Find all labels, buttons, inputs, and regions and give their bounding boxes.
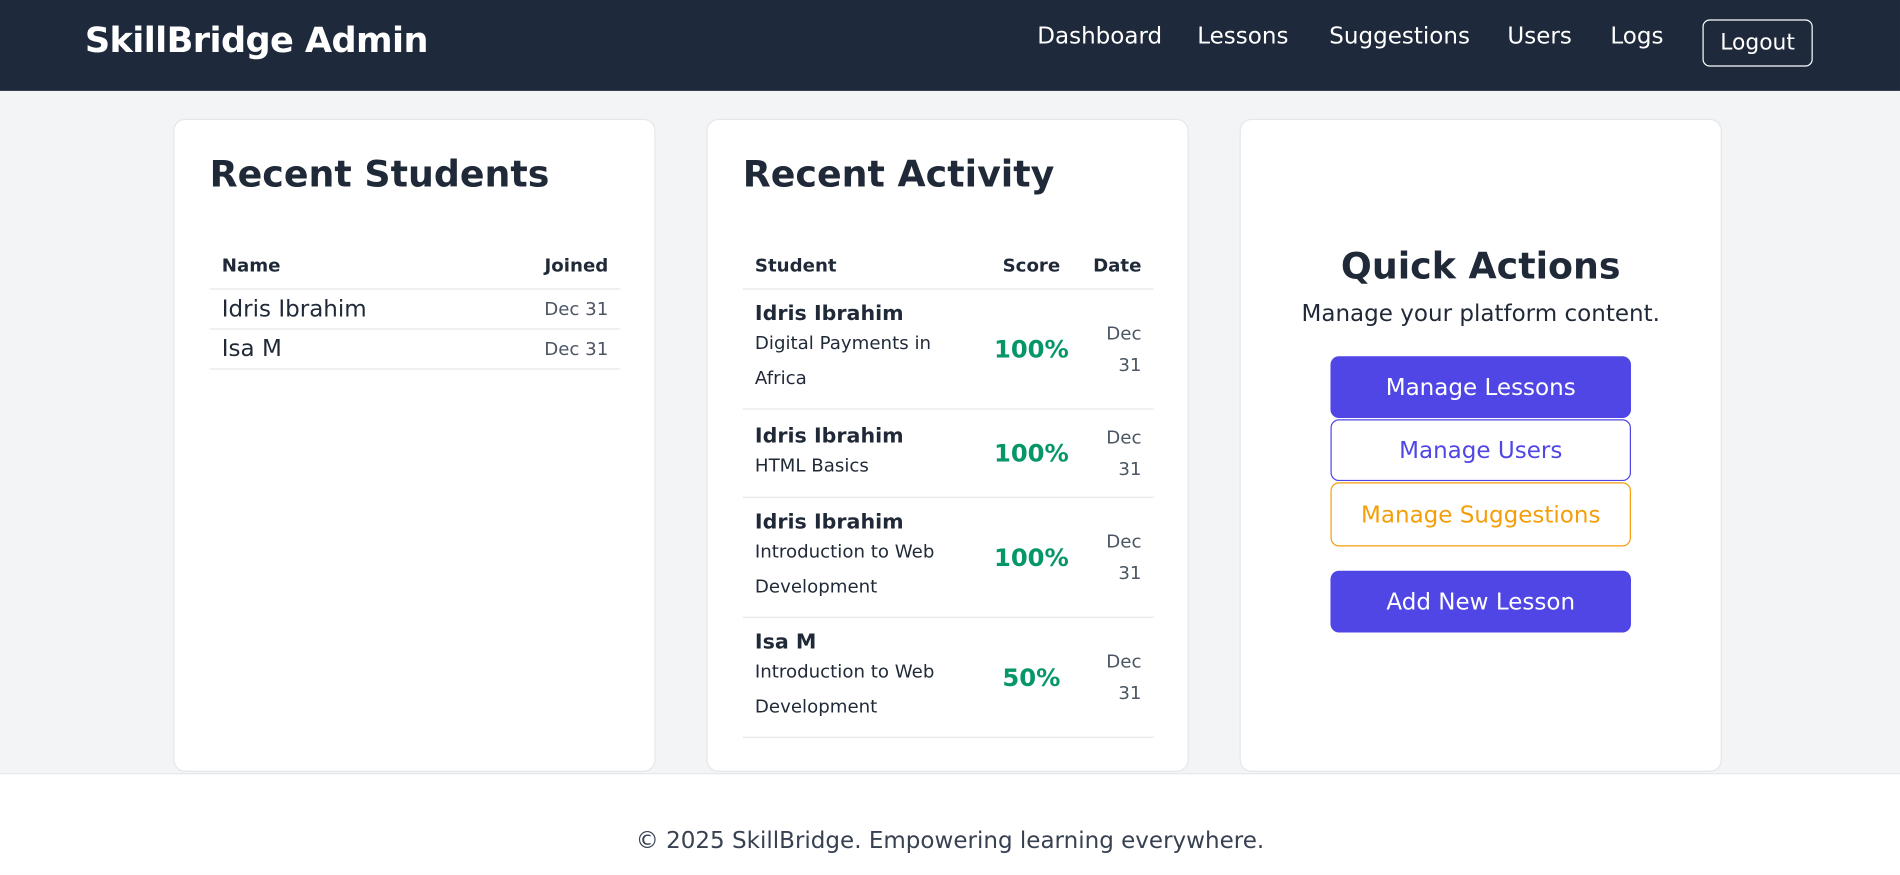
student-cell: Idris Ibrahim Introduction to Web Develop… [742, 497, 982, 618]
activity-row: Idris Ibrahim Digital Payments in Africa 1… [742, 288, 1154, 410]
action-button[interactable]: Manage Suggestions [1330, 482, 1631, 547]
students-card: Recent Students Name Joined Idris Ibrahim… [173, 118, 656, 772]
col-header: Name [209, 241, 480, 290]
score: 100% [981, 497, 1081, 618]
activity-row: Idris Ibrahim HTML Basics 100% Dec 31 [742, 408, 1154, 499]
activity-card: Recent Activity Student Score Date Idris I… [706, 118, 1189, 772]
lesson-name: HTML Basics [754, 453, 869, 476]
action-button[interactable]: Manage Users [1330, 419, 1631, 482]
logout-button[interactable]: Logout [1702, 19, 1813, 67]
joined-date: Dec 31 [479, 288, 621, 330]
nav-link[interactable]: Logs [1610, 23, 1664, 50]
date: Dec 31 [1080, 408, 1154, 499]
date: Dec 31 [1080, 617, 1154, 738]
student-row: Isa M Dec 31 [209, 328, 621, 370]
score: 100% [981, 408, 1081, 499]
lesson-name: Introduction to Web Development [754, 540, 935, 598]
score: 100% [981, 288, 1081, 410]
nav-link[interactable]: Suggestions [1329, 23, 1470, 50]
score: 50% [981, 617, 1081, 738]
activity-row: Idris Ibrahim Introduction to Web Develop… [742, 497, 1154, 618]
nav-link[interactable]: Dashboard [1037, 23, 1163, 50]
student-name: Idris Ibrahim [754, 301, 904, 326]
joined-date: Dec 31 [479, 328, 621, 370]
col-header: Student [742, 241, 982, 290]
card-title: Quick Actions [1340, 245, 1621, 289]
header: SkillBridge Admin Dashboard Lessons Sugg… [0, 0, 1900, 91]
card-title: Recent Activity [742, 153, 1055, 197]
student-cell: Isa M Introduction to Web Development [742, 617, 982, 738]
col-header: Joined [479, 241, 621, 290]
student-name: Idris Ibrahim [754, 423, 904, 448]
action-button[interactable]: Add New Lesson [1330, 570, 1631, 633]
footer-text: © 2025 SkillBridge. Empowering learning … [635, 827, 1265, 855]
quick-actions-card: Quick Actions Manage your platform conte… [1239, 118, 1722, 772]
col-header: Score [981, 241, 1081, 290]
student-name: Isa M [209, 328, 480, 370]
nav-link[interactable]: Lessons [1197, 23, 1289, 50]
footer: © 2025 SkillBridge. Empowering learning … [0, 773, 1900, 875]
col-header: Date [1080, 241, 1154, 290]
brand[interactable]: SkillBridge Admin [84, 19, 429, 61]
nav-link[interactable]: Users [1507, 23, 1572, 50]
students-table: Name Joined Idris Ibrahim Dec 31 Isa M Dec 3… [209, 241, 621, 370]
student-name: Idris Ibrahim [754, 510, 904, 535]
student-name: Isa M [754, 630, 817, 655]
card-title: Recent Students [209, 153, 550, 197]
activity-table: Student Score Date Idris Ibrahim Digital Pa… [742, 241, 1154, 738]
activity-row: Isa M Introduction to Web Development 50% D… [742, 617, 1154, 738]
subtitle: Manage your platform content. [1301, 300, 1660, 328]
student-row: Idris Ibrahim Dec 31 [209, 288, 621, 330]
lesson-name: Introduction to Web Development [754, 660, 935, 718]
date: Dec 31 [1080, 497, 1154, 618]
student-cell: Idris Ibrahim Digital Payments in Africa [742, 288, 982, 410]
date: Dec 31 [1080, 288, 1154, 410]
lesson-name: Digital Payments in Africa [754, 332, 932, 389]
student-cell: Idris Ibrahim HTML Basics [742, 408, 982, 499]
action-button[interactable]: Manage Lessons [1330, 356, 1631, 419]
student-name: Idris Ibrahim [209, 288, 480, 330]
